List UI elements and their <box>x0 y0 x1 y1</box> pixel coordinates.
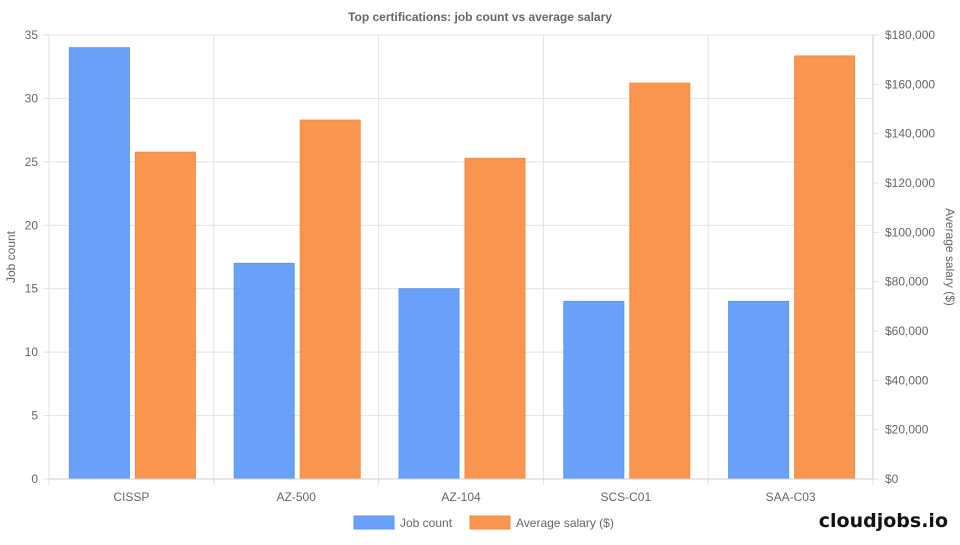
bar-average-salary <box>299 119 361 480</box>
bar-job-count <box>563 300 625 480</box>
x-tick-label: AZ-500 <box>277 490 317 504</box>
y-tick-label: 5 <box>31 409 38 423</box>
y2-axis-label: Average salary ($) <box>943 208 957 306</box>
y2-tick-label: $100,000 <box>885 225 935 239</box>
bar-job-count <box>398 288 460 480</box>
bar-average-salary <box>464 157 526 480</box>
x-tick-label: CISSP <box>113 490 149 504</box>
y-axis-label: Job count <box>4 230 18 283</box>
y-tick-label: 15 <box>25 282 39 296</box>
legend-swatch <box>353 515 395 530</box>
y2-tick-label: $40,000 <box>885 373 929 387</box>
bar-average-salary <box>794 55 856 480</box>
bar-job-count <box>68 47 130 480</box>
y2-tick-label: $60,000 <box>885 324 929 338</box>
legend-label: Job count <box>400 516 453 530</box>
y2-tick-label: $180,000 <box>885 28 935 42</box>
bar-average-salary <box>629 82 691 480</box>
y2-tick-label: $140,000 <box>885 127 935 141</box>
y-tick-label: 30 <box>25 91 39 105</box>
y2-tick-label: $80,000 <box>885 275 929 289</box>
y2-tick-label: $0 <box>885 472 899 486</box>
y-tick-label: 25 <box>25 155 39 169</box>
y2-tick-label: $160,000 <box>885 77 935 91</box>
brand-logo: cloudjobs.io <box>818 510 948 532</box>
legend-label: Average salary ($) <box>516 516 614 530</box>
y2-tick-label: $120,000 <box>885 176 935 190</box>
chart-title: Top certifications: job count vs average… <box>348 10 612 24</box>
x-tick-label: SCS-C01 <box>600 490 651 504</box>
y-tick-label: 35 <box>25 28 39 42</box>
bar-job-count <box>233 262 295 480</box>
x-tick-label: SAA-C03 <box>766 490 816 504</box>
bar-average-salary <box>134 151 196 480</box>
y2-tick-label: $20,000 <box>885 423 929 437</box>
y-tick-label: 20 <box>25 218 39 232</box>
x-tick-label: AZ-104 <box>441 490 481 504</box>
legend-swatch <box>469 515 511 530</box>
y-tick-label: 10 <box>25 345 39 359</box>
y-tick-label: 0 <box>31 472 38 486</box>
bar-job-count <box>728 300 790 480</box>
